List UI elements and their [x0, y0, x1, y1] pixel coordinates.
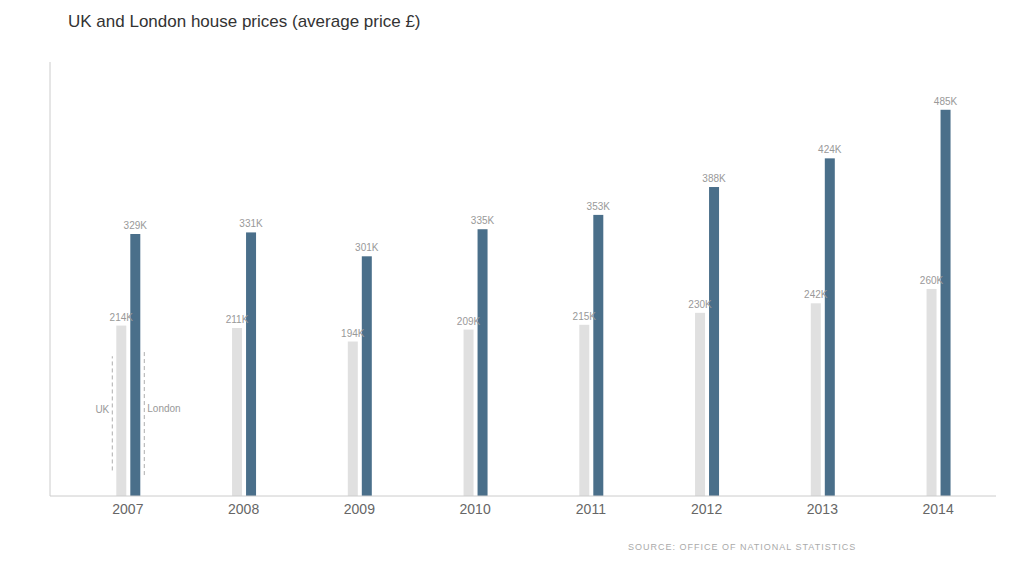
html-text:UK and London house prices (av: UK and London house prices (average pric… — [68, 12, 421, 31]
svg-text:335K: 335K — [471, 215, 495, 226]
svg-text:2012: 2012 — [691, 501, 722, 517]
svg-text:2009: 2009 — [344, 501, 375, 517]
svg-text:353K: 353K — [587, 201, 611, 212]
svg-text:UK: UK — [95, 404, 109, 415]
svg-text:215K: 215K — [573, 311, 597, 322]
svg-text:485K: 485K — [934, 96, 958, 107]
svg-text:260K: 260K — [920, 275, 944, 286]
svg-text:London: London — [147, 403, 180, 414]
svg-text:214K: 214K — [110, 312, 134, 323]
svg-text:2011: 2011 — [576, 501, 606, 517]
svg-text:2014: 2014 — [923, 501, 954, 517]
html-text:SOURCE: OFFICE OF NATIONAL STA: SOURCE: OFFICE OF NATIONAL STATISTICS — [628, 542, 857, 552]
svg-text:301K: 301K — [355, 242, 379, 253]
svg-text:424K: 424K — [818, 144, 842, 155]
svg-text:2013: 2013 — [807, 501, 838, 517]
svg-text:2008: 2008 — [228, 501, 259, 517]
svg-text:211K: 211K — [226, 314, 249, 325]
svg-text:2007: 2007 — [112, 501, 143, 517]
svg-text:388K: 388K — [702, 173, 726, 184]
svg-text:329K: 329K — [124, 220, 148, 231]
svg-text:2010: 2010 — [460, 501, 491, 517]
svg-text:209K: 209K — [457, 316, 481, 327]
svg-text:331K: 331K — [239, 218, 263, 229]
svg-text:230K: 230K — [688, 299, 712, 310]
svg-text:194K: 194K — [341, 328, 365, 339]
svg-text:242K: 242K — [804, 289, 828, 300]
